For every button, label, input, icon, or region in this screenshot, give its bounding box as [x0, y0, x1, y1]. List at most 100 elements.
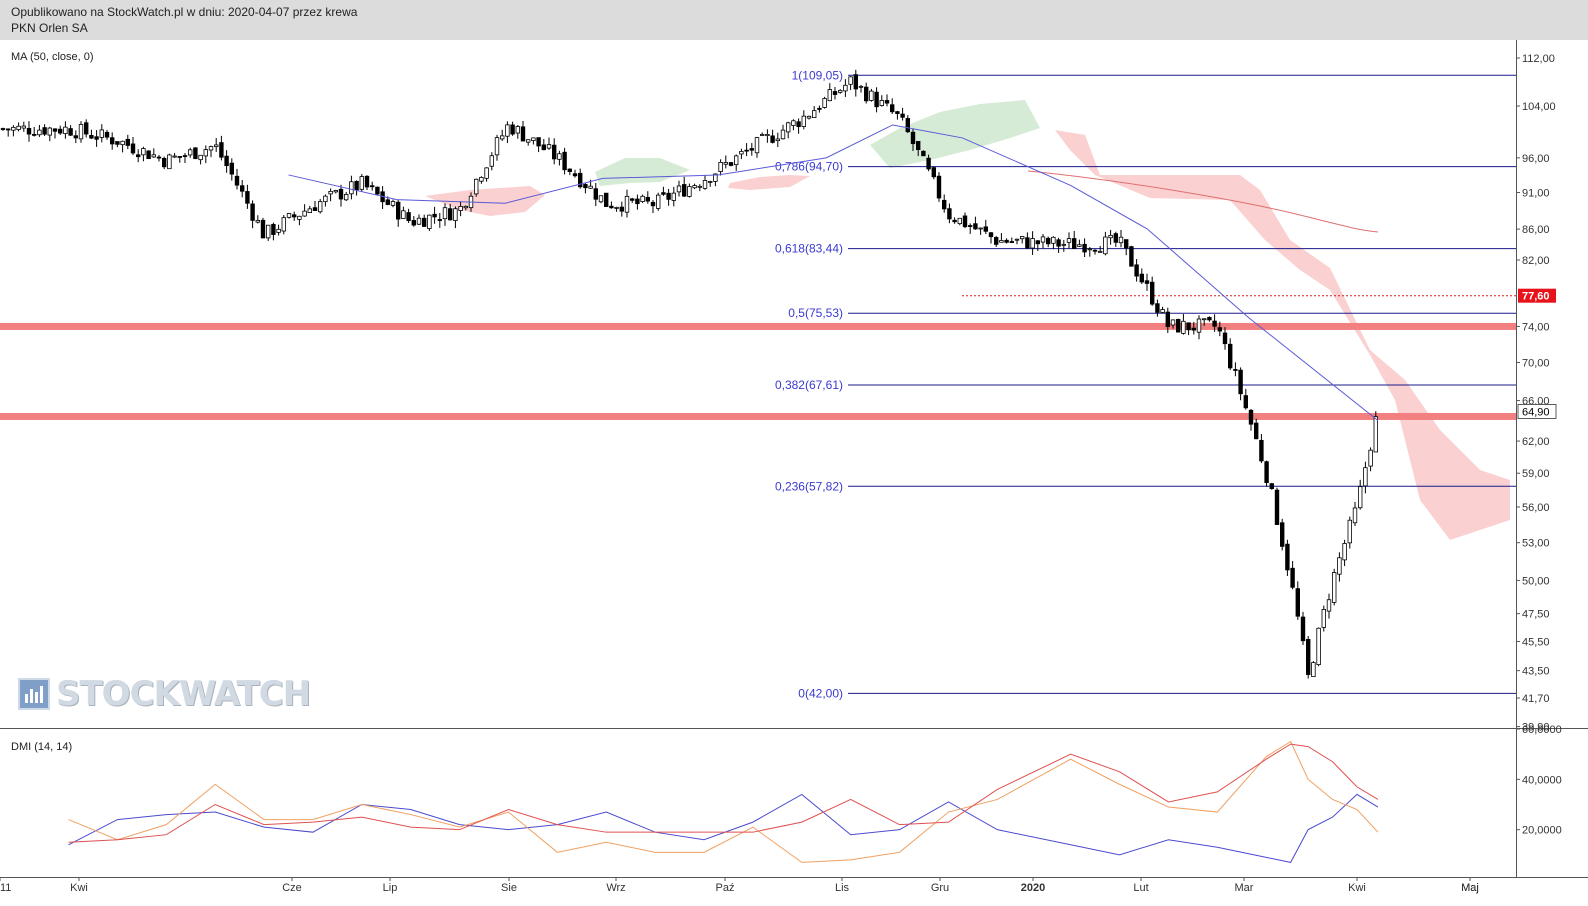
candle-body: [848, 76, 853, 85]
candle-body: [1134, 264, 1139, 277]
cloud-green-1: [595, 158, 690, 186]
candle-body: [619, 206, 624, 212]
time-tick-label: Paź: [716, 882, 735, 894]
candle-body: [63, 126, 68, 134]
candle-body: [572, 173, 578, 177]
candle-body: [416, 217, 422, 225]
resistance-band-2: [0, 412, 1516, 420]
candle-body: [494, 137, 500, 156]
candle-body: [146, 150, 151, 160]
candle-body: [994, 237, 999, 245]
candle-body: [359, 176, 364, 190]
candle-body: [1274, 489, 1280, 525]
candle-body: [1160, 309, 1165, 313]
time-tick-label: Kwi: [70, 882, 88, 894]
candle-body: [697, 185, 702, 188]
candle-body: [1035, 240, 1040, 245]
fib-label-4: 0,382(67,61): [775, 378, 843, 392]
candle-body: [598, 195, 604, 203]
candle-body: [916, 141, 921, 151]
cloud-red-1: [425, 186, 545, 216]
price-tick-label: 62,00: [1522, 436, 1550, 448]
candle-body: [6, 128, 11, 131]
candle-body: [135, 154, 141, 158]
candle-body: [843, 84, 848, 92]
candle-body: [291, 214, 297, 218]
candle-body: [1108, 234, 1113, 239]
candle-body: [1363, 467, 1368, 487]
candle-body: [546, 144, 552, 149]
candle-body: [578, 172, 583, 188]
candle-body: [1046, 237, 1051, 245]
candle-body: [453, 208, 458, 221]
candle-body: [640, 195, 645, 203]
candle-body: [1072, 238, 1077, 250]
candle-body: [1326, 599, 1332, 612]
candle-body: [281, 217, 286, 232]
candle-body: [458, 206, 463, 211]
candle-body: [520, 126, 526, 142]
candle-body: [89, 134, 94, 139]
fib-label-2: 0,618(83,44): [775, 242, 843, 256]
candle-body: [853, 74, 858, 90]
candle-body: [838, 90, 843, 93]
candle-body: [219, 142, 224, 158]
candle-body: [58, 128, 63, 134]
candle-body: [369, 185, 375, 188]
fib-label-3: 0,5(75,53): [788, 306, 843, 320]
candle-body: [177, 156, 182, 158]
candle-body: [84, 122, 89, 135]
candle-body: [780, 129, 786, 140]
candle-body: [957, 217, 962, 225]
candle-body: [1373, 416, 1378, 453]
candle-body: [187, 149, 193, 156]
candle-body: [120, 140, 125, 146]
candle-body: [905, 118, 910, 133]
candle-body: [775, 138, 780, 142]
candle-body: [947, 208, 952, 220]
candle-body: [604, 192, 609, 207]
candle-body: [328, 190, 333, 195]
candle-body: [385, 199, 390, 205]
candle-body: [999, 240, 1004, 243]
candle-body: [1124, 239, 1129, 249]
candle-body: [42, 127, 47, 135]
candle-body: [936, 175, 942, 199]
candle-body: [11, 126, 16, 131]
candle-body: [489, 155, 494, 167]
candle-body: [765, 134, 770, 137]
candle-body: [864, 86, 869, 102]
cloud-red-3: [1055, 130, 1510, 540]
candle-body: [687, 186, 692, 197]
bar-chart-icon: [18, 678, 50, 710]
candle-body: [676, 185, 682, 193]
candle-body: [395, 201, 401, 220]
price-tick-label: 86,00: [1522, 224, 1550, 236]
candle-body: [172, 155, 177, 158]
candle-body: [505, 124, 510, 137]
candle-body: [156, 156, 162, 159]
candle-body: [588, 185, 593, 189]
candle-body: [1087, 248, 1092, 251]
candle-body: [1014, 238, 1020, 241]
candle-body: [255, 220, 260, 223]
candle-body: [193, 147, 198, 160]
candle-body: [1342, 543, 1347, 561]
candle-body: [962, 215, 968, 228]
candle-body: [1202, 318, 1207, 321]
dmi-di_minus-line: [68, 740, 1379, 863]
resistance-band-1: [0, 322, 1516, 330]
candle-body: [1264, 461, 1269, 483]
candle-body: [1186, 322, 1191, 331]
price-tick-label: 59,00: [1522, 468, 1550, 480]
candle-body: [728, 162, 734, 166]
candle-body: [609, 205, 614, 209]
time-tick-label: Mar: [1235, 882, 1254, 894]
candle-body: [671, 192, 676, 201]
candle-body: [734, 155, 739, 166]
candle-body: [1347, 519, 1352, 544]
candle-body: [323, 195, 328, 203]
candle-body: [661, 192, 666, 195]
candle-body: [250, 203, 255, 221]
